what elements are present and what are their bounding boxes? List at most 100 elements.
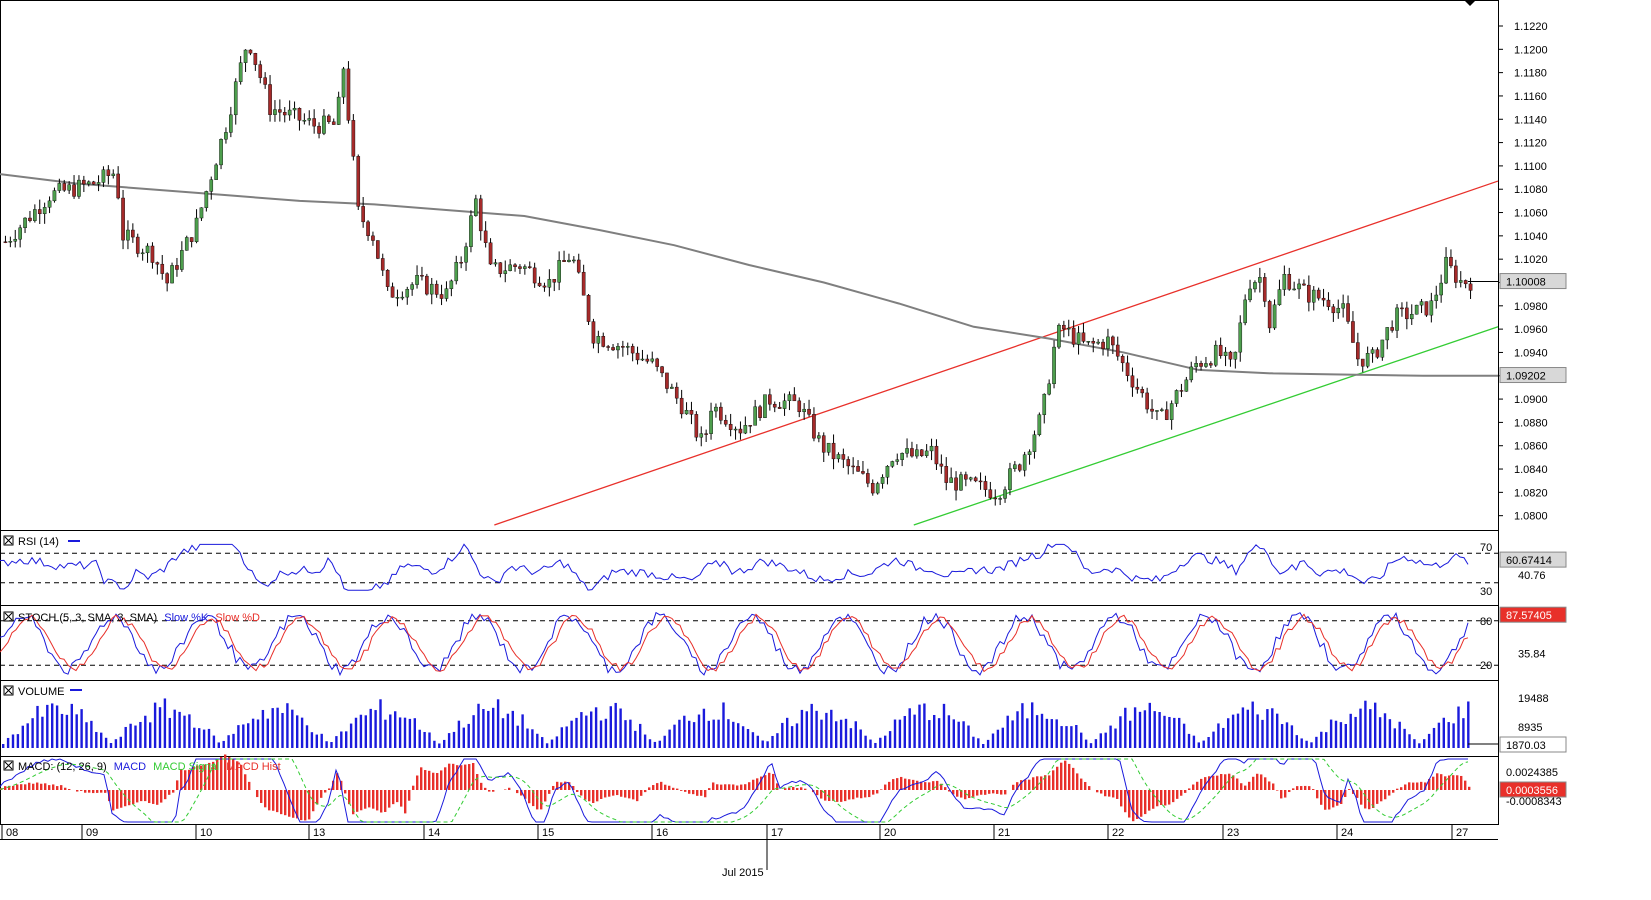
volume-bar — [31, 718, 34, 748]
candle-down — [121, 197, 125, 241]
volume-bar — [80, 709, 83, 748]
volume-bar — [1413, 739, 1416, 748]
volume-bar — [1452, 723, 1455, 748]
volume-bar — [634, 730, 637, 748]
stoch-label: STOCH (5, 3, SMA, 3, SMA) Slow %K Slow %… — [18, 612, 260, 624]
candle-down — [62, 183, 67, 191]
macd-hist-bar — [800, 787, 803, 790]
volume-bar — [345, 731, 348, 748]
macd-hist-bar — [1312, 789, 1315, 790]
volume-bar — [977, 738, 980, 748]
volume-bar — [1359, 708, 1362, 748]
macd-title[interactable]: MACD: (12, 26, 9) MACD MACD Signal MACD … — [3, 760, 281, 773]
macd-hist-bar — [824, 790, 827, 801]
volume-axis-label: 8935 — [1518, 722, 1542, 734]
candle-down — [282, 112, 287, 116]
volume-bar — [629, 719, 632, 748]
volume-bar — [1016, 711, 1019, 748]
stoch-title[interactable]: STOCH (5, 3, SMA, 3, SMA) Slow %K Slow %… — [3, 611, 260, 624]
macd-hist-bar — [1420, 781, 1423, 790]
volume-bar — [1001, 727, 1004, 748]
macd-hist-bar — [568, 782, 571, 790]
volume-bar — [1305, 740, 1308, 748]
candle-down — [606, 346, 610, 348]
volume-bar — [457, 720, 461, 748]
macd-hist-bar — [416, 775, 419, 790]
candle-up — [23, 217, 27, 229]
macd-hist-bar — [444, 767, 447, 790]
macd-hist-bar — [1408, 782, 1411, 790]
volume-bar — [1280, 724, 1284, 748]
volume-bar — [1168, 716, 1171, 748]
macd-hist-bar — [1052, 770, 1055, 790]
macd-hist-bar — [332, 780, 335, 790]
candle-up — [1409, 314, 1414, 320]
volume-bar — [972, 736, 975, 748]
volume-bar — [555, 736, 559, 748]
macd-hist-bar — [1464, 780, 1467, 790]
volume-bar — [281, 712, 284, 748]
candle-up — [1365, 353, 1370, 367]
macd-hist-bar — [1252, 776, 1255, 790]
last-price-label: 1.10008 — [1506, 277, 1546, 289]
macd-hist-bar — [172, 790, 175, 793]
candle-down — [1405, 307, 1409, 320]
macd-hist-bar — [1432, 776, 1435, 790]
candle-up — [77, 179, 81, 197]
macd-hist-bar — [1468, 786, 1471, 790]
macd-hist-bar — [1116, 790, 1119, 799]
volume-bar — [614, 702, 617, 748]
candle-up — [449, 280, 454, 289]
candle-up — [1169, 403, 1174, 420]
volume-bar — [100, 732, 103, 748]
candle-down — [919, 449, 924, 456]
candle-down — [704, 433, 708, 435]
candle-up — [1032, 434, 1037, 452]
volume-title[interactable]: VOLUME — [3, 685, 82, 698]
candle-up — [1066, 327, 1071, 330]
macd-hist-bar — [980, 790, 983, 795]
rsi-title[interactable]: RSI (14) — [3, 535, 80, 548]
candle-up — [52, 190, 57, 202]
macd-hist-bar — [1260, 774, 1263, 790]
macd-hist-bar — [1380, 790, 1383, 802]
volume-bar — [247, 723, 250, 748]
day-label: 20 — [884, 827, 896, 839]
candle-up — [670, 386, 674, 389]
trendline-upper — [494, 180, 1499, 526]
volume-bar — [1026, 718, 1029, 748]
volume-bar — [168, 717, 171, 748]
macd-hist-bar — [940, 783, 943, 790]
stoch-d-label: Slow %D — [215, 612, 260, 624]
candle-down — [498, 262, 503, 274]
volume-bar — [46, 704, 49, 748]
volume-bar — [1388, 719, 1392, 748]
volume-bar — [1138, 711, 1142, 748]
volume-bar — [1423, 739, 1426, 748]
volume-bar — [227, 735, 230, 748]
macd-hist-bar — [1036, 776, 1039, 790]
macd-hist-bar — [1004, 790, 1007, 795]
volume-bar — [653, 741, 657, 748]
volume-bar — [756, 735, 759, 748]
price-tick-label: 1.1140 — [1514, 114, 1547, 126]
candle-up — [836, 454, 841, 460]
price-tick-label: 1.1100 — [1514, 161, 1547, 173]
candle-down — [660, 366, 664, 374]
candle-up — [209, 179, 214, 192]
price-tick-label: 1.1120 — [1514, 138, 1547, 150]
macd-hist-bar — [660, 781, 663, 790]
candle-down — [390, 286, 395, 298]
macd-hist-bar — [1356, 790, 1359, 798]
macd-hist-bar — [224, 754, 227, 790]
macd-hist-bar — [616, 790, 619, 796]
candle-up — [1336, 307, 1341, 314]
volume-bar — [447, 733, 451, 748]
macd-hist-bar — [1012, 784, 1015, 790]
macd-hist-bar — [128, 790, 131, 806]
candle-up — [1370, 349, 1375, 354]
volume-bar — [609, 706, 612, 748]
volume-bar — [967, 725, 970, 748]
macd-hist-bar — [792, 786, 795, 790]
chart-menu-icon[interactable] — [1464, 0, 1476, 6]
